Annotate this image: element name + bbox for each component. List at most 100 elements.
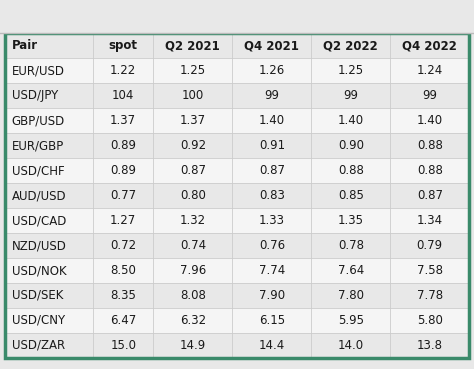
Text: 0.91: 0.91	[259, 139, 285, 152]
Text: 7.96: 7.96	[180, 264, 206, 277]
Text: 6.15: 6.15	[259, 314, 285, 327]
Bar	[311, 83, 390, 108]
Bar	[5, 33, 469, 358]
Bar	[311, 333, 390, 358]
Text: 0.90: 0.90	[338, 139, 364, 152]
Text: 0.76: 0.76	[259, 239, 285, 252]
Bar	[154, 308, 232, 333]
Text: 0.88: 0.88	[417, 164, 443, 177]
Text: 99: 99	[264, 89, 279, 102]
Bar	[232, 208, 311, 233]
Bar	[154, 33, 232, 58]
Text: 7.74: 7.74	[259, 264, 285, 277]
Bar	[232, 333, 311, 358]
Text: 8.35: 8.35	[110, 289, 136, 302]
Text: 0.78: 0.78	[338, 239, 364, 252]
Text: 14.4: 14.4	[259, 339, 285, 352]
Bar	[5, 308, 93, 333]
Bar	[5, 208, 93, 233]
Text: AUD/USD: AUD/USD	[12, 189, 66, 202]
Text: USD/CNY: USD/CNY	[12, 314, 65, 327]
Text: Q2 2021: Q2 2021	[165, 39, 220, 52]
Text: 104: 104	[112, 89, 135, 102]
Bar	[311, 133, 390, 158]
Bar	[311, 108, 390, 133]
Bar	[311, 258, 390, 283]
Text: 1.25: 1.25	[338, 64, 364, 77]
Text: 1.25: 1.25	[180, 64, 206, 77]
Text: 5.80: 5.80	[417, 314, 443, 327]
Text: 1.35: 1.35	[338, 214, 364, 227]
Bar	[93, 108, 154, 133]
Text: 0.79: 0.79	[417, 239, 443, 252]
Bar	[390, 33, 469, 58]
Bar	[93, 183, 154, 208]
Text: 5.95: 5.95	[338, 314, 364, 327]
Bar	[154, 83, 232, 108]
Text: 1.34: 1.34	[417, 214, 443, 227]
Text: 7.58: 7.58	[417, 264, 443, 277]
Text: USD/JPY: USD/JPY	[12, 89, 58, 102]
Text: 1.37: 1.37	[110, 114, 136, 127]
Text: 6.32: 6.32	[180, 314, 206, 327]
Bar	[93, 333, 154, 358]
Text: 15.0: 15.0	[110, 339, 136, 352]
Text: 8.08: 8.08	[180, 289, 206, 302]
Text: spot: spot	[109, 39, 137, 52]
Text: 0.83: 0.83	[259, 189, 285, 202]
Text: 0.77: 0.77	[110, 189, 136, 202]
Text: 0.89: 0.89	[110, 164, 136, 177]
Text: 14.0: 14.0	[338, 339, 364, 352]
Bar	[390, 58, 469, 83]
Bar	[311, 58, 390, 83]
Text: 0.87: 0.87	[417, 189, 443, 202]
Text: Pair: Pair	[12, 39, 38, 52]
Bar	[93, 133, 154, 158]
Bar	[154, 108, 232, 133]
Text: USD/CHF: USD/CHF	[12, 164, 64, 177]
Bar	[93, 283, 154, 308]
Bar	[390, 183, 469, 208]
Bar	[390, 283, 469, 308]
Text: 7.80: 7.80	[338, 289, 364, 302]
Bar	[311, 308, 390, 333]
Bar	[93, 208, 154, 233]
Bar	[93, 258, 154, 283]
Text: 0.87: 0.87	[259, 164, 285, 177]
Bar	[311, 208, 390, 233]
Bar	[154, 183, 232, 208]
Text: 14.9: 14.9	[180, 339, 206, 352]
Bar	[232, 158, 311, 183]
Bar	[154, 233, 232, 258]
Text: 7.78: 7.78	[417, 289, 443, 302]
Bar	[390, 308, 469, 333]
Bar	[5, 108, 93, 133]
Bar	[311, 233, 390, 258]
Bar	[232, 258, 311, 283]
Bar	[5, 83, 93, 108]
Bar	[232, 58, 311, 83]
Bar	[232, 33, 311, 58]
Bar	[93, 233, 154, 258]
Bar	[390, 83, 469, 108]
Text: 1.22: 1.22	[110, 64, 137, 77]
Bar	[154, 333, 232, 358]
Bar	[5, 158, 93, 183]
Text: 1.26: 1.26	[259, 64, 285, 77]
Bar	[311, 158, 390, 183]
Bar	[5, 0, 469, 33]
Text: 1.27: 1.27	[110, 214, 137, 227]
Bar	[5, 333, 93, 358]
Text: 0.88: 0.88	[417, 139, 443, 152]
Bar	[390, 258, 469, 283]
Text: USD/NOK: USD/NOK	[12, 264, 66, 277]
Text: 0.74: 0.74	[180, 239, 206, 252]
Text: 99: 99	[422, 89, 438, 102]
Text: 1.40: 1.40	[417, 114, 443, 127]
Text: 100: 100	[182, 89, 204, 102]
Bar	[232, 283, 311, 308]
Text: EUR/USD: EUR/USD	[12, 64, 65, 77]
Bar	[93, 33, 154, 58]
Bar	[93, 83, 154, 108]
Bar	[5, 283, 93, 308]
